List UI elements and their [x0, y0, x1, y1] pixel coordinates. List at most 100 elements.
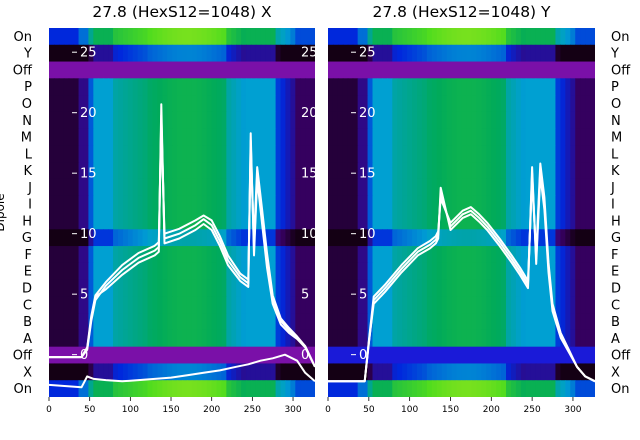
heatmap-cell [83, 262, 90, 281]
heatmap-cell [471, 313, 477, 331]
heatmap-cell [352, 380, 359, 397]
heatmap-cell [506, 145, 512, 163]
heatmap-cell [337, 212, 344, 230]
heatmap-cell [300, 329, 306, 348]
heatmap-cell [466, 78, 472, 96]
heatmap-cell [451, 212, 458, 230]
heatmap-cell [382, 262, 388, 281]
heatmap-cell [300, 262, 306, 281]
heatmap-cell [486, 28, 492, 46]
heatmap-cell [407, 178, 413, 197]
heatmap-cell [265, 145, 272, 163]
heatmap-cell [265, 78, 272, 96]
heatmap-cell [280, 111, 287, 130]
heatmap-cell [78, 296, 85, 314]
heatmap-cell [461, 78, 468, 96]
heatmap-cell [201, 128, 208, 146]
dipole-label: L [25, 147, 33, 162]
dipole-label: C [23, 298, 32, 313]
heatmap-cell [113, 44, 119, 63]
heatmap-cell [58, 279, 65, 297]
heatmap-cell [206, 262, 213, 281]
heatmap-cell [496, 212, 502, 230]
heatmap-cell [226, 178, 232, 197]
heatmap-cell [392, 162, 398, 180]
heatmap-cell [295, 363, 301, 381]
heatmap-cell [486, 78, 492, 96]
heatmap-cell [476, 111, 482, 130]
heatmap-cell [275, 262, 282, 281]
heatmap-cell [337, 262, 344, 281]
series-line-1 [328, 166, 595, 383]
heatmap-cell [332, 145, 339, 163]
heatmap-cell [481, 195, 487, 213]
heatmap-cell [560, 78, 566, 96]
heatmap-cell [182, 246, 188, 264]
heatmap-cell [476, 145, 482, 163]
heatmap-cell [456, 145, 463, 163]
heatmap-cell [231, 128, 237, 146]
heatmap-cell [590, 229, 595, 247]
heatmap-cell [515, 111, 522, 130]
dipole-label: M [21, 131, 32, 146]
heatmap-cell [216, 262, 223, 281]
heatmap-cell [98, 313, 104, 331]
heatmap-cell [357, 44, 364, 63]
heatmap-cell [122, 28, 129, 46]
heatmap-cell [241, 111, 247, 130]
heatmap-cell [250, 28, 257, 46]
heatmap-cell [570, 44, 576, 63]
heatmap-cell [501, 195, 507, 213]
heatmap-cell [550, 128, 557, 146]
heatmap-cell [367, 212, 374, 230]
heatmap-cell [241, 145, 247, 163]
heatmap-cell [560, 262, 566, 281]
heatmap-cell [255, 212, 262, 230]
heatmap-cell [550, 44, 557, 63]
heatmap-cell [186, 363, 193, 381]
heatmap-cell [372, 329, 379, 348]
heatmap-cell [560, 313, 566, 331]
heatmap-cell [172, 246, 178, 264]
heatmap-cell [83, 195, 90, 213]
heatmap-cell [520, 195, 527, 213]
heatmap-cell [191, 313, 198, 331]
heatmap-cell [196, 229, 203, 247]
heatmap-cell [342, 296, 349, 314]
heatmap-cell [196, 78, 203, 96]
heatmap-cell [58, 145, 65, 163]
heatmap-cell [377, 262, 383, 281]
heatmap-cell [191, 28, 198, 46]
heatmap-cell [515, 363, 522, 381]
heatmap-cell [555, 145, 561, 163]
heatmap-cell [580, 162, 586, 180]
heatmap-cell [357, 111, 364, 130]
heatmap-cell [186, 212, 193, 230]
heatmap-cell [310, 78, 315, 96]
heatmap-cell [575, 111, 581, 130]
heatmap-cell [93, 329, 99, 348]
heatmap-cell [565, 279, 571, 297]
heatmap-cell [496, 363, 502, 381]
heatmap-cell [540, 363, 547, 381]
heatmap-cell [570, 279, 576, 297]
heatmap-cell [73, 262, 80, 281]
heatmap-cell [570, 246, 576, 264]
heatmap-cell [545, 111, 552, 130]
heatmap-cell [172, 95, 178, 113]
heatmap-cell [231, 246, 237, 264]
heatmap-cell [177, 329, 183, 348]
heatmap-cell [446, 229, 453, 247]
heatmap-cell [162, 95, 168, 113]
heatmap-cell [117, 162, 124, 180]
heatmap-cell [471, 329, 477, 348]
heatmap-cell [147, 162, 154, 180]
heatmap-cell [426, 313, 433, 331]
heatmap-cell [501, 44, 507, 63]
heatmap-cell [167, 145, 173, 163]
heatmap-cell [216, 28, 223, 46]
heatmap-cell [377, 111, 383, 130]
heatmap-cell [530, 44, 537, 63]
heatmap-cell [525, 212, 532, 230]
heatmap-cell [565, 178, 571, 197]
